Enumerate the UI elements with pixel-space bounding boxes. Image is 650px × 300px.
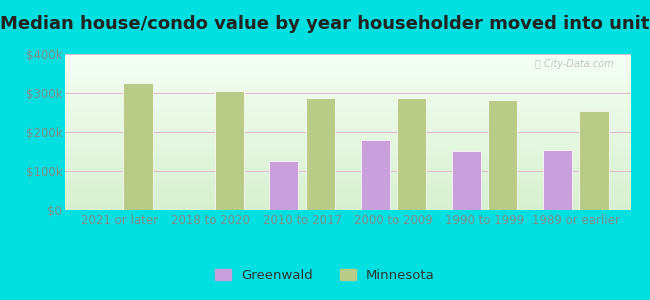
Bar — [124, 83, 153, 210]
Text: Median house/condo value by year householder moved into unit: Median house/condo value by year househo… — [0, 15, 650, 33]
Bar — [361, 140, 390, 210]
Bar — [543, 150, 572, 210]
Bar — [306, 98, 335, 210]
Bar — [214, 91, 244, 210]
Bar — [579, 111, 608, 210]
Text: ⓘ City-Data.com: ⓘ City-Data.com — [535, 59, 614, 69]
Bar — [488, 100, 517, 210]
Bar — [397, 98, 426, 210]
Bar — [452, 151, 481, 210]
Bar — [269, 161, 298, 210]
Legend: Greenwald, Minnesota: Greenwald, Minnesota — [210, 264, 440, 287]
